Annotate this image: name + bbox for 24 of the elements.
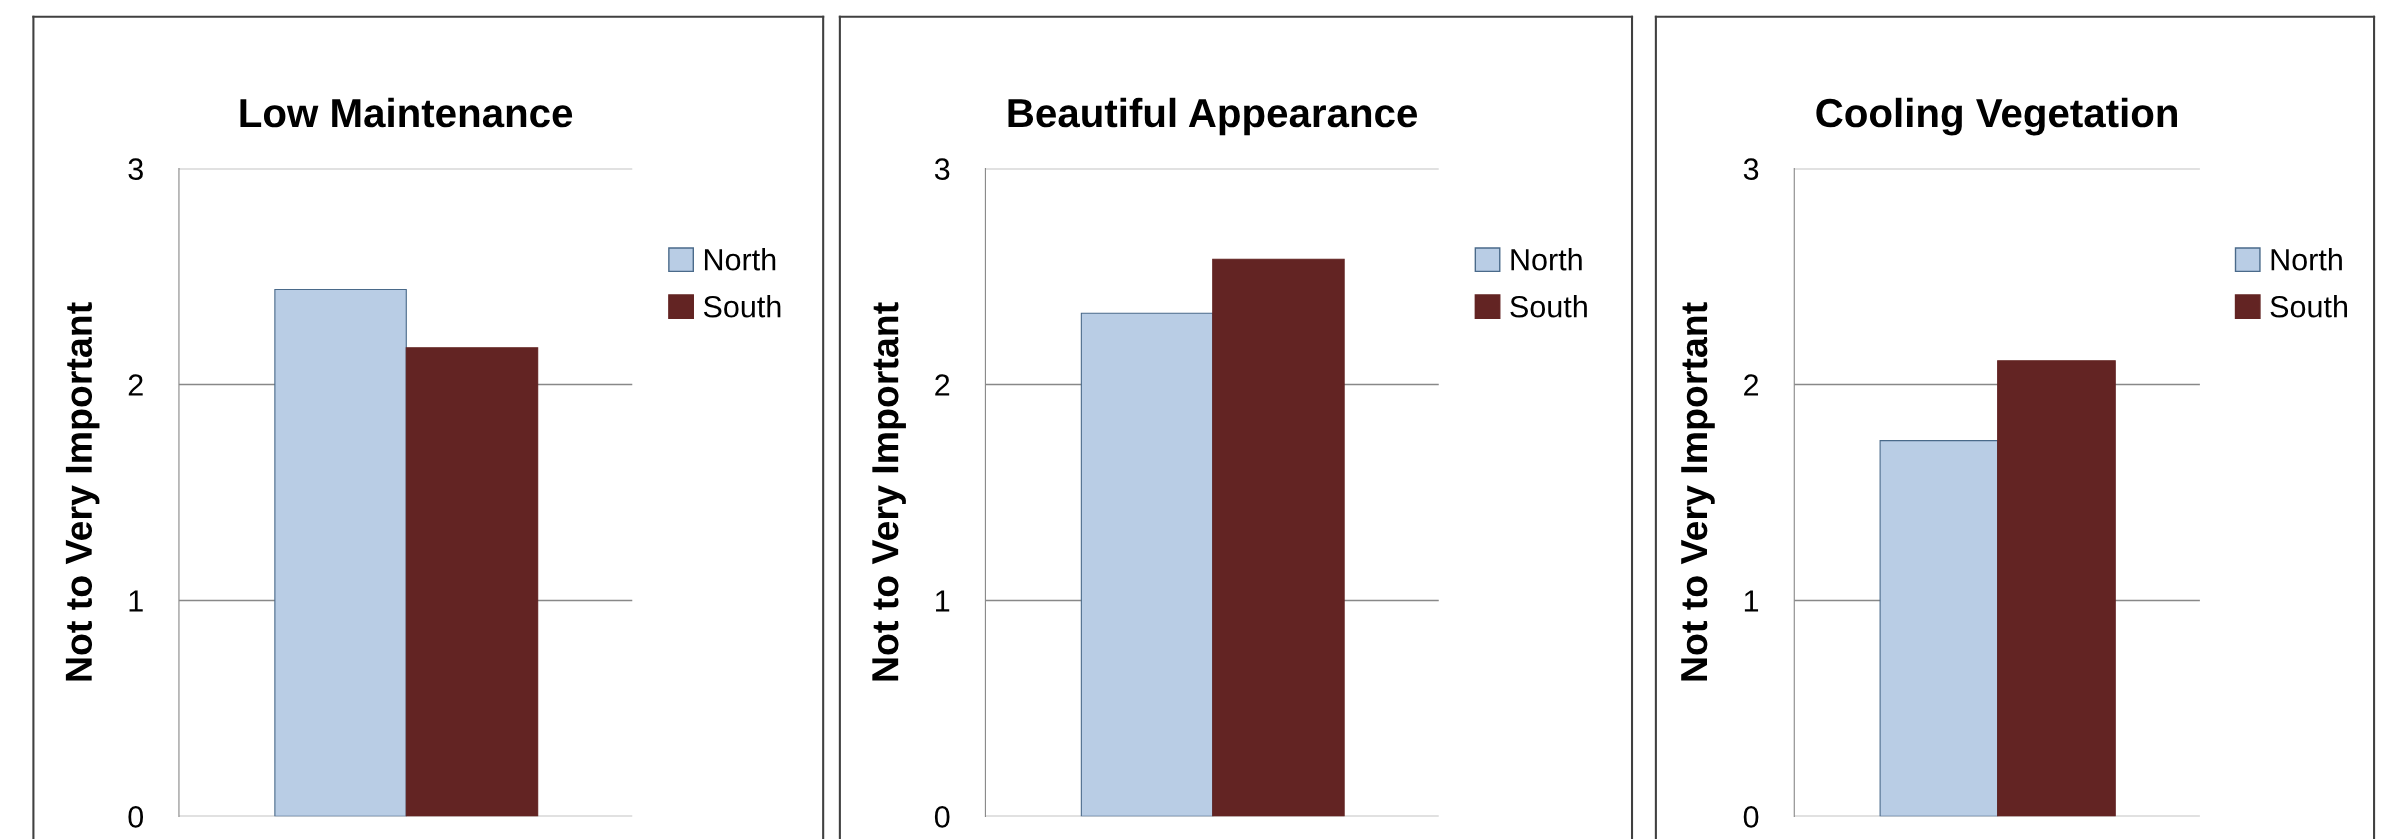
y-tick-label: 3: [1743, 158, 1759, 181]
y-axis-title: Not to Very Important: [872, 302, 906, 681]
y-tick-label: 1: [129, 590, 143, 612]
chart-title: Beautiful Appearance: [1008, 97, 1418, 136]
y-tick-label: 1: [936, 590, 950, 612]
legend-label: North: [1511, 248, 1582, 271]
y-tick-label: 1: [1744, 590, 1759, 612]
y-tick-label: 0: [934, 806, 950, 828]
y-tick-label: 0: [128, 806, 144, 828]
y-tick-label: 0: [1743, 806, 1759, 828]
legend-label: North: [704, 248, 776, 271]
legend-label: South: [2270, 295, 2347, 318]
y-tick-label: 3: [934, 158, 950, 181]
chart-title: Low Maintenance: [240, 97, 573, 128]
y-axis-title: Not to Very Important: [65, 302, 100, 681]
y-tick-label: 2: [128, 374, 143, 396]
y-tick-label: 3: [128, 158, 143, 181]
legend-label: North: [2271, 248, 2342, 271]
y-tick-label: 2: [935, 374, 950, 396]
legend-label: South: [703, 295, 781, 318]
legend-label: South: [1510, 295, 1587, 318]
chart-title: Cooling Vegetation: [1816, 97, 2177, 136]
y-tick-label: 2: [1744, 374, 1759, 396]
y-axis-title: Not to Very Important: [1681, 302, 1715, 681]
